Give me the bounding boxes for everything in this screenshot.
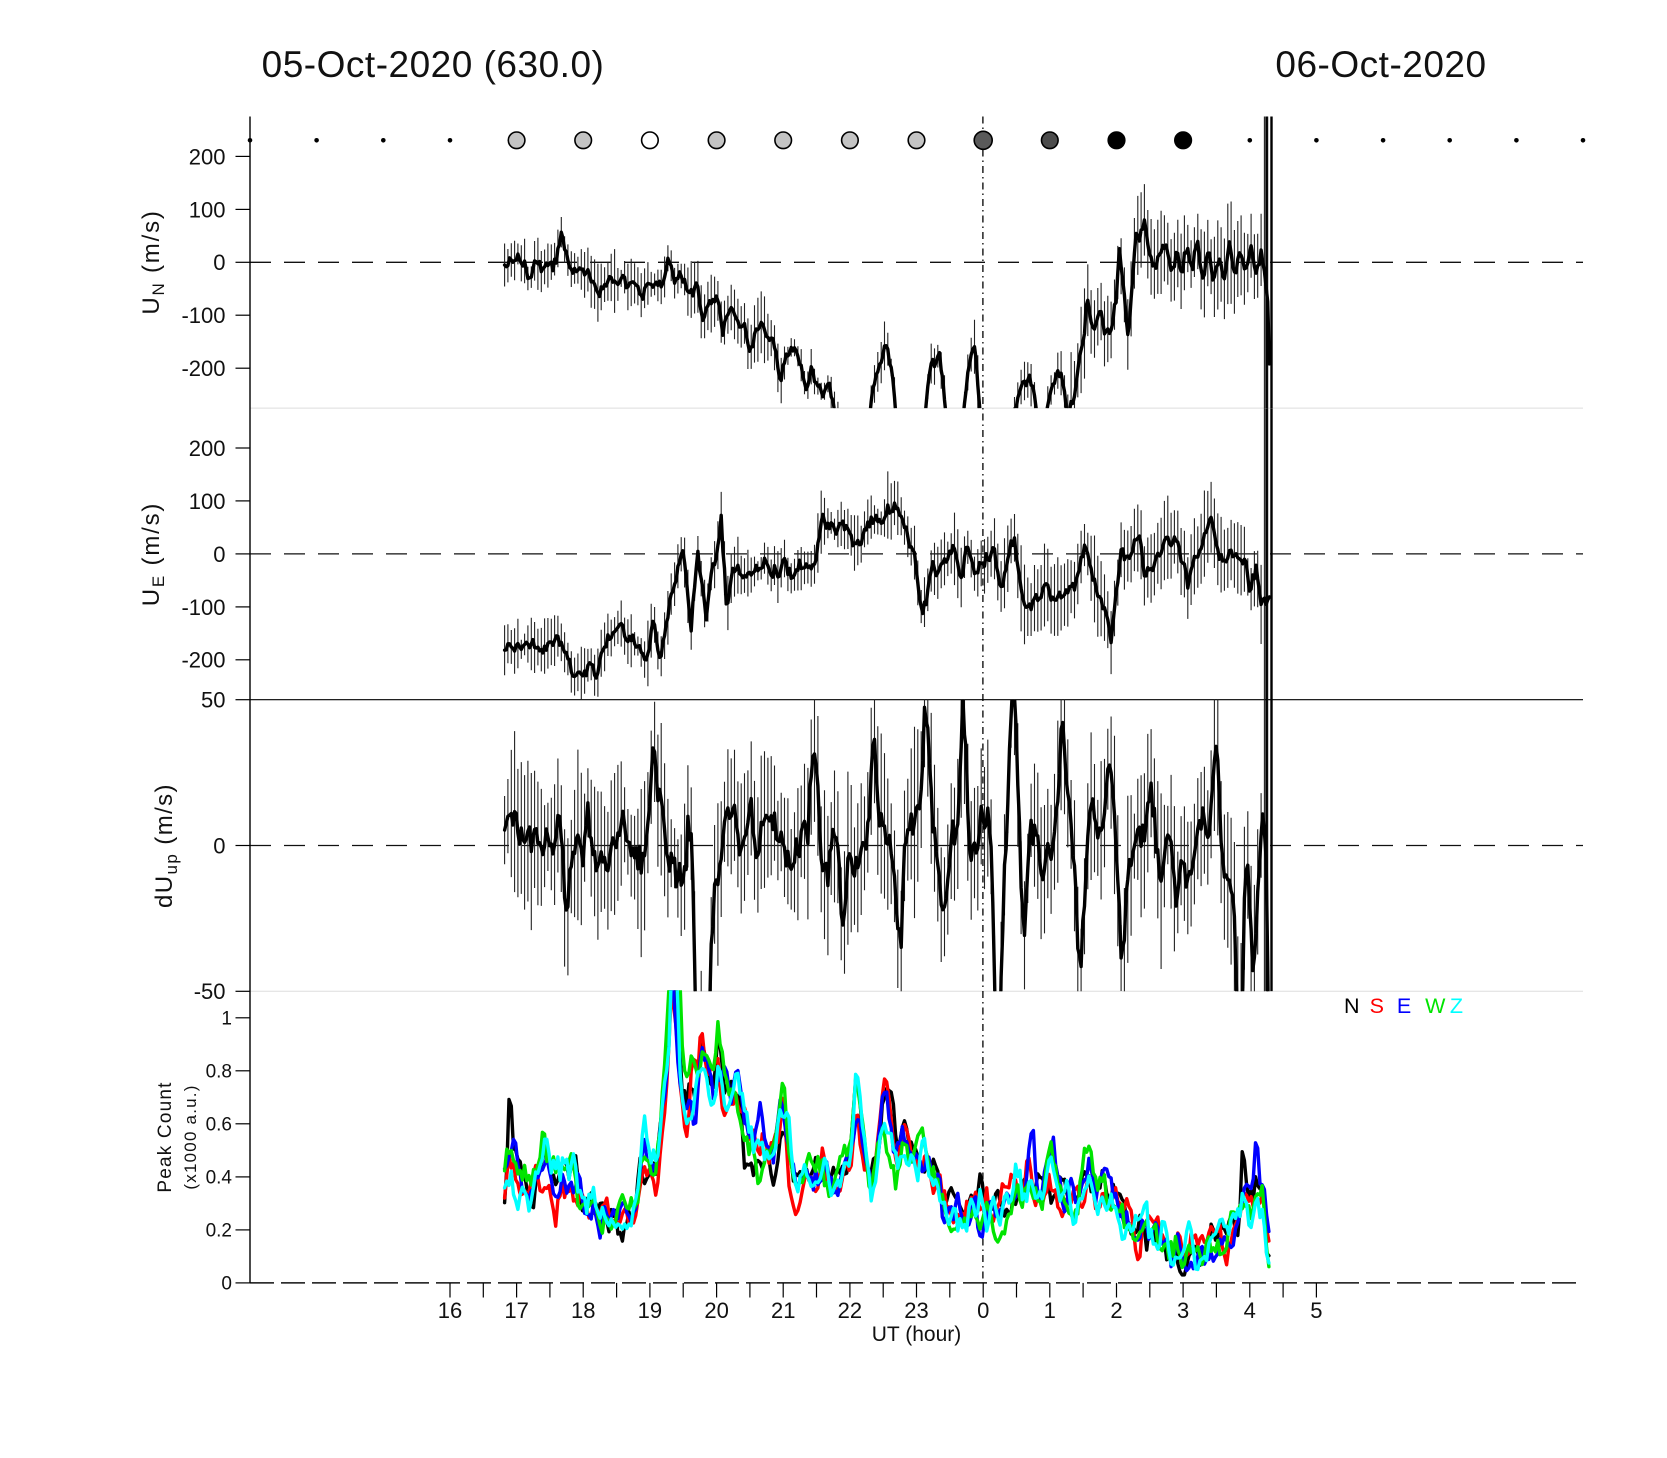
svg-text:UT (hour): UT (hour) xyxy=(872,1323,961,1346)
svg-text:0: 0 xyxy=(213,250,225,275)
svg-text:100: 100 xyxy=(189,489,226,514)
svg-text:0: 0 xyxy=(221,1274,232,1295)
svg-text:-50: -50 xyxy=(194,979,226,1004)
svg-text:-200: -200 xyxy=(181,648,225,673)
svg-text:21: 21 xyxy=(771,1298,795,1323)
svg-text:1: 1 xyxy=(1044,1298,1056,1323)
svg-text:22: 22 xyxy=(838,1298,862,1323)
svg-text:05-Oct-2020 (630.0): 05-Oct-2020 (630.0) xyxy=(262,44,605,85)
svg-text:50: 50 xyxy=(201,688,225,713)
svg-text:E: E xyxy=(1397,994,1411,1018)
svg-text:-200: -200 xyxy=(181,356,225,381)
svg-text:5: 5 xyxy=(1310,1298,1322,1323)
svg-text:W: W xyxy=(1425,994,1446,1018)
svg-text:-100: -100 xyxy=(181,303,225,328)
svg-text:20: 20 xyxy=(704,1298,728,1323)
svg-text:0.8: 0.8 xyxy=(206,1062,232,1083)
svg-text:0.4: 0.4 xyxy=(206,1168,233,1189)
svg-text:2: 2 xyxy=(1110,1298,1122,1323)
svg-text:(x1000 a.u.): (x1000 a.u.) xyxy=(181,1084,200,1189)
svg-text:3: 3 xyxy=(1177,1298,1189,1323)
svg-text:18: 18 xyxy=(571,1298,595,1323)
svg-text:UN (m/s): UN (m/s) xyxy=(138,209,168,314)
svg-text:dUup (m/s): dUup (m/s) xyxy=(151,783,181,908)
svg-text:Z: Z xyxy=(1450,994,1463,1018)
svg-text:23: 23 xyxy=(904,1298,928,1323)
svg-text:06-Oct-2020: 06-Oct-2020 xyxy=(1275,44,1486,85)
svg-text:0: 0 xyxy=(213,542,225,567)
svg-text:16: 16 xyxy=(438,1298,462,1323)
svg-text:17: 17 xyxy=(504,1298,528,1323)
svg-text:0.6: 0.6 xyxy=(206,1115,232,1136)
svg-text:S: S xyxy=(1370,994,1384,1018)
svg-text:0: 0 xyxy=(977,1298,989,1323)
svg-text:1: 1 xyxy=(221,1009,232,1030)
svg-text:200: 200 xyxy=(189,144,226,169)
svg-text:0: 0 xyxy=(213,833,225,858)
svg-text:0.2: 0.2 xyxy=(206,1221,232,1242)
svg-text:N: N xyxy=(1344,994,1360,1018)
svg-text:Peak Count: Peak Count xyxy=(155,1081,176,1192)
svg-text:4: 4 xyxy=(1244,1298,1256,1323)
svg-text:-100: -100 xyxy=(181,595,225,620)
svg-text:100: 100 xyxy=(189,197,226,222)
svg-text:19: 19 xyxy=(638,1298,662,1323)
svg-text:UE (m/s): UE (m/s) xyxy=(138,502,168,606)
svg-text:200: 200 xyxy=(189,436,226,461)
